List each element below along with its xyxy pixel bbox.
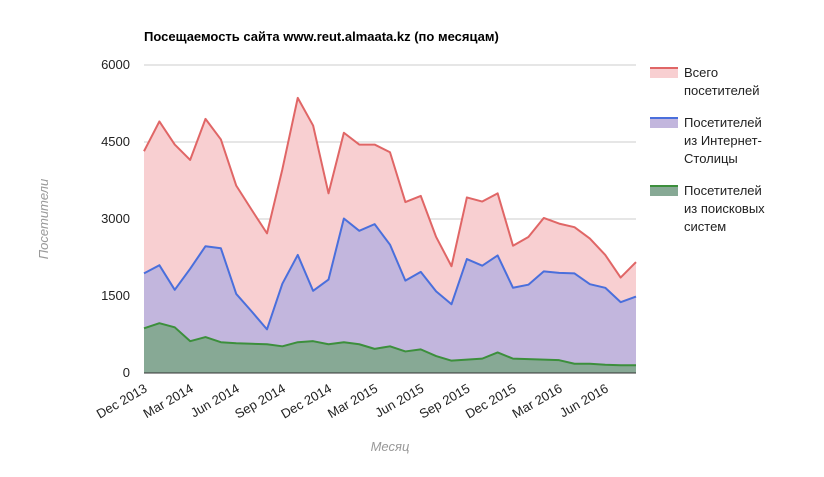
legend-swatch-fill-2 <box>650 186 678 196</box>
x-tick-label: Mar 2014 <box>141 381 196 421</box>
y-axis-title: Посетители <box>36 179 51 259</box>
x-tick-label: Sep 2015 <box>417 381 473 422</box>
y-tick-label: 4500 <box>101 134 130 149</box>
legend-swatch-fill-0 <box>650 68 678 78</box>
series-area-1 <box>144 218 636 373</box>
legend-swatch-fill-1 <box>650 118 678 128</box>
series-line-1 <box>143 217 637 331</box>
x-tick-label: Dec 2014 <box>278 381 334 422</box>
legend: Всего посетителей Посетителей из Интернет- С… <box>650 65 765 234</box>
x-tick-label: Dec 2015 <box>463 381 519 422</box>
legend-label: Столицы <box>684 151 738 166</box>
series-line-0 <box>143 96 637 279</box>
legend-label: из Интернет- <box>684 133 762 148</box>
x-tick-label: Dec 2013 <box>94 381 150 422</box>
x-tick-label: Jun 2016 <box>557 381 611 421</box>
y-tick-label: 0 <box>123 365 130 380</box>
x-tick-label: Jun 2014 <box>188 381 242 421</box>
y-tick-label: 1500 <box>101 288 130 303</box>
plot-area <box>143 96 637 374</box>
y-tick-label: 6000 <box>101 57 130 72</box>
legend-label: посетителей <box>684 83 759 98</box>
chart-title: Посещаемость сайта www.reut.almaata.kz (… <box>144 29 499 44</box>
x-tick-label: Sep 2014 <box>232 381 288 422</box>
y-axis-ticks: 0 1500 3000 4500 6000 <box>101 57 130 380</box>
series-area-2 <box>144 323 636 373</box>
x-tick-label: Mar 2015 <box>325 381 380 421</box>
legend-label: Посетителей <box>684 115 762 130</box>
legend-label: Всего <box>684 65 718 80</box>
x-tick-label: Jun 2015 <box>372 381 426 421</box>
x-axis-title: Месяц <box>371 439 410 454</box>
legend-label: Посетителей <box>684 183 762 198</box>
y-tick-label: 3000 <box>101 211 130 226</box>
legend-label: из поисковых <box>684 201 765 216</box>
series-line-2 <box>143 322 636 367</box>
legend-label: систем <box>684 219 726 234</box>
x-tick-label: Mar 2016 <box>510 381 565 421</box>
